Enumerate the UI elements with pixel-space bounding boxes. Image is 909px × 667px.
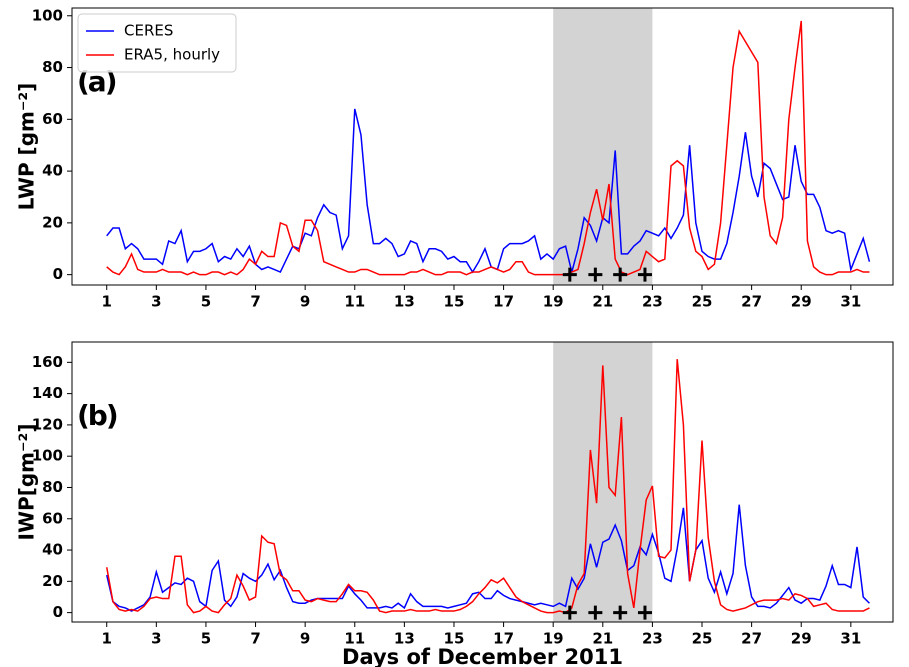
y-tick-label: 100 — [32, 447, 63, 465]
x-tick-label: 7 — [250, 630, 260, 648]
plus-marker — [613, 267, 628, 282]
y-tick-label: 160 — [32, 353, 63, 371]
x-tick-label: 25 — [692, 630, 713, 648]
plus-marker — [613, 605, 628, 620]
x-tick-label: 9 — [300, 293, 310, 311]
x-tick-label: 13 — [394, 630, 415, 648]
x-tick-label: 9 — [300, 630, 310, 648]
x-tick-label: 17 — [493, 293, 514, 311]
x-tick-label: 21 — [592, 293, 613, 311]
data-line — [106, 20, 870, 276]
x-tick-label: 19 — [543, 630, 564, 648]
y-tick-label: 80 — [42, 58, 63, 76]
x-tick-label: 21 — [592, 630, 613, 648]
shaded-span — [553, 342, 653, 622]
axes-frame — [71, 341, 894, 623]
x-tick-label: 27 — [741, 293, 762, 311]
y-tick-label: 40 — [42, 541, 63, 559]
x-tick-label: 1 — [102, 293, 112, 311]
legend-label: ERA5, hourly — [124, 46, 220, 64]
data-line — [105, 504, 870, 612]
axes-frame — [71, 7, 894, 286]
x-tick-label: 15 — [444, 293, 465, 311]
plus-marker — [637, 267, 652, 282]
x-tick-label: 1 — [102, 630, 112, 648]
x-tick-label: 31 — [840, 293, 861, 311]
x-tick-label: 15 — [444, 630, 465, 648]
x-tick-label: 13 — [394, 293, 415, 311]
y-tick-label: 20 — [42, 572, 63, 590]
x-tick-label: 11 — [344, 293, 365, 311]
x-tick-label: 17 — [493, 630, 514, 648]
y-tick-label: 80 — [42, 478, 63, 496]
legend-box — [77, 13, 237, 73]
data-line — [105, 359, 870, 614]
y-tick-label: 0 — [53, 265, 63, 283]
legend-label: CERES — [124, 22, 173, 40]
x-tick-label: 11 — [344, 630, 365, 648]
y-tick-label: 0 — [53, 603, 63, 621]
plus-marker — [588, 605, 603, 620]
x-tick-label: 23 — [642, 293, 663, 311]
y-tick-label: 60 — [42, 110, 63, 128]
y-tick-label: 60 — [42, 509, 63, 527]
x-tick-label: 3 — [151, 293, 161, 311]
plus-marker — [637, 605, 652, 620]
panel-label: (b) — [77, 399, 117, 432]
x-tick-label: 25 — [692, 293, 713, 311]
x-tick-label: 29 — [791, 293, 812, 311]
y-tick-label: 100 — [32, 6, 63, 24]
x-axis-label: Days of December 2011 — [342, 645, 623, 667]
y-axis-label: LWP [gm⁻²] — [15, 83, 39, 211]
x-tick-label: 3 — [151, 630, 161, 648]
x-tick-label: 29 — [791, 630, 812, 648]
x-tick-label: 23 — [642, 630, 663, 648]
x-tick-label: 5 — [201, 630, 211, 648]
plus-marker — [562, 267, 577, 282]
y-tick-label: 40 — [42, 162, 63, 180]
data-line — [106, 108, 871, 274]
x-tick-label: 5 — [201, 293, 211, 311]
x-tick-label: 7 — [250, 293, 260, 311]
y-axis-label: IWP[gm⁻²] — [15, 424, 39, 541]
y-tick-label: 140 — [32, 384, 63, 402]
x-tick-label: 31 — [840, 630, 861, 648]
y-tick-label: 120 — [32, 415, 63, 433]
plus-marker — [588, 267, 603, 282]
plus-marker — [562, 605, 577, 620]
x-tick-label: 27 — [741, 630, 762, 648]
y-tick-label: 20 — [42, 213, 63, 231]
x-tick-label: 19 — [543, 293, 564, 311]
shaded-span — [553, 8, 653, 285]
